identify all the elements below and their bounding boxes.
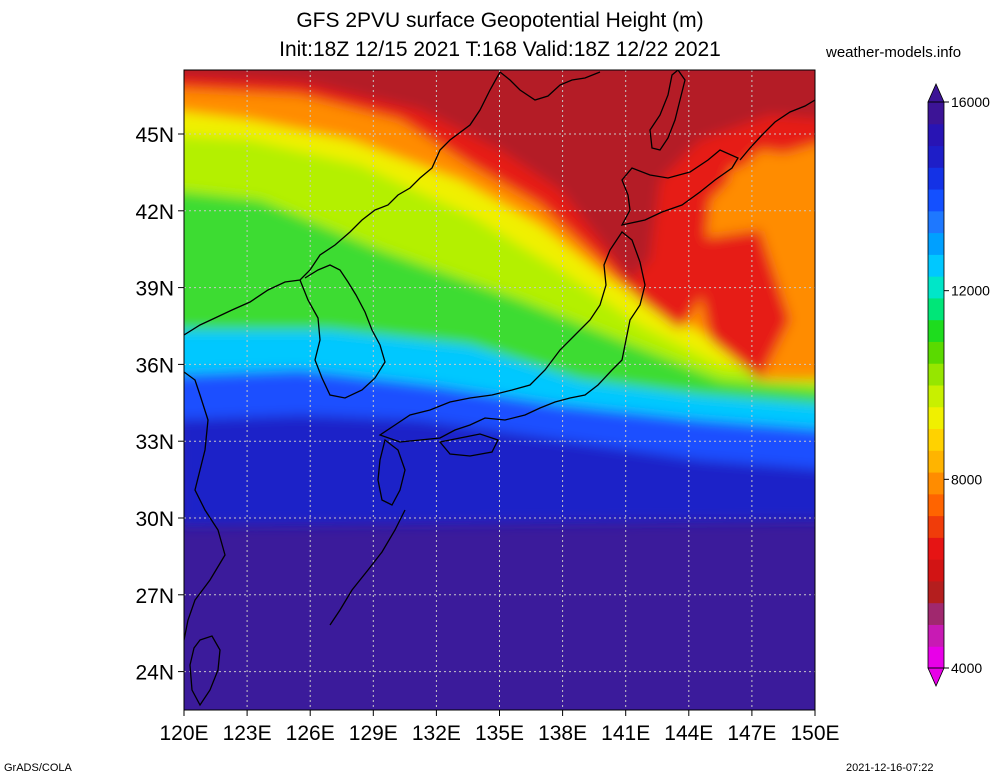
colorbar-segment-7 [928, 493, 944, 517]
colorbar-segment-6 [928, 515, 944, 538]
latitude-axis: 24N 27N 30N 33N 36N 39N 42N 45N [135, 124, 184, 685]
coastline-ryukyu [329, 509, 406, 626]
colorbar-label-12000: 12000 [951, 283, 990, 299]
lat-tick-label-27: 27N [135, 585, 174, 608]
colorbar-segment-13 [928, 363, 944, 386]
colorbar-segment-15 [928, 319, 944, 342]
colorbar-labels: 4000 8000 12000 16000 [944, 94, 990, 676]
chart-title-line-2: Init:18Z 12/15 2021 T:168 Valid:18Z 12/2… [279, 38, 721, 61]
lat-lon-gridlines [184, 70, 815, 710]
colorbar-segment-4 [928, 559, 944, 582]
coastline-china-east [184, 371, 226, 641]
colorbar-segment-9 [928, 450, 944, 473]
colorbar-low-arrow [927, 667, 945, 687]
colorbar-segment-22 [928, 167, 944, 190]
colorbar-segment-8 [928, 472, 944, 495]
chart-title-line-1: GFS 2PVU surface Geopotential Height (m) [296, 9, 704, 32]
colorbar-label-16000: 16000 [951, 94, 990, 110]
coastline-kurils [739, 99, 815, 161]
lat-tick-label-24: 24N [135, 662, 174, 685]
colorbar-segment-21 [928, 189, 944, 212]
lon-tick-label-141: 141E [601, 722, 650, 745]
longitude-axis: 120E 123E 126E 129E 132E 135E 138E 141E 144E 147E… [159, 710, 840, 745]
coastline-taiwan [189, 635, 221, 707]
colorbar-segment-17 [928, 276, 944, 299]
coastline-china-korea [184, 71, 501, 336]
coastline-hokkaido [620, 149, 739, 226]
footer-timestamp: 2021-12-16-07:22 [846, 762, 934, 774]
colorbar-segment-18 [928, 254, 944, 277]
geopotential-field [184, 70, 815, 710]
footer-software-label: GrADS/COLA [4, 762, 72, 774]
lat-tick-label-42: 42N [135, 201, 174, 224]
lon-tick-label-150: 150E [790, 722, 839, 745]
lon-tick-label-144: 144E [664, 722, 713, 745]
colorbar-label-4000: 4000 [951, 660, 982, 676]
lat-tick-label-36: 36N [135, 354, 174, 377]
colorbar-segment-11 [928, 406, 944, 430]
coastline-sakhalin [649, 70, 686, 151]
lat-tick-label-39: 39N [135, 278, 174, 301]
lon-tick-label-126: 126E [286, 722, 335, 745]
lon-tick-label-135: 135E [475, 722, 524, 745]
colorbar-outline [927, 101, 945, 669]
colorbar-segment-20 [928, 210, 944, 234]
lat-tick-label-33: 33N [135, 431, 174, 454]
colorbar-segment-24 [928, 123, 944, 147]
lon-tick-label-123: 123E [223, 722, 272, 745]
colorbar-label-8000: 8000 [951, 471, 982, 487]
colorbar-segment-0 [928, 646, 944, 669]
colorbar-segment-1 [928, 624, 944, 647]
colorbar-segment-14 [928, 341, 944, 364]
lon-tick-label-138: 138E [538, 722, 587, 745]
coastline-korea-peninsula [299, 264, 386, 399]
coastline-honshu [378, 231, 646, 443]
colorbar-segment-16 [928, 297, 944, 321]
colorbar-segment-23 [928, 145, 944, 168]
field-dark-red-core [184, 70, 815, 280]
coastlines [184, 70, 815, 707]
colorbar-segment-12 [928, 385, 944, 408]
lon-tick-label-129: 129E [349, 722, 398, 745]
coastline-kyushu [377, 438, 406, 506]
site-label: weather-models.info [826, 44, 962, 61]
lat-tick-label-45: 45N [135, 124, 174, 147]
colorbar-segment-5 [928, 537, 944, 560]
field-red-east-tongue [690, 230, 790, 380]
colorbar-high-arrow [927, 83, 945, 103]
coastline-russia-far-east [499, 71, 601, 101]
colorbar-segment-25 [928, 102, 944, 125]
colorbar-segment-3 [928, 580, 944, 604]
lon-tick-label-120: 120E [159, 722, 208, 745]
lat-tick-label-30: 30N [135, 508, 174, 531]
colorbar-segment-2 [928, 602, 944, 625]
colorbar-segment-19 [928, 232, 944, 255]
lon-tick-label-132: 132E [412, 722, 461, 745]
lon-tick-label-147: 147E [727, 722, 776, 745]
colorbar-segment-10 [928, 428, 944, 451]
coastline-shikoku [438, 433, 499, 457]
colorbar [927, 83, 945, 687]
